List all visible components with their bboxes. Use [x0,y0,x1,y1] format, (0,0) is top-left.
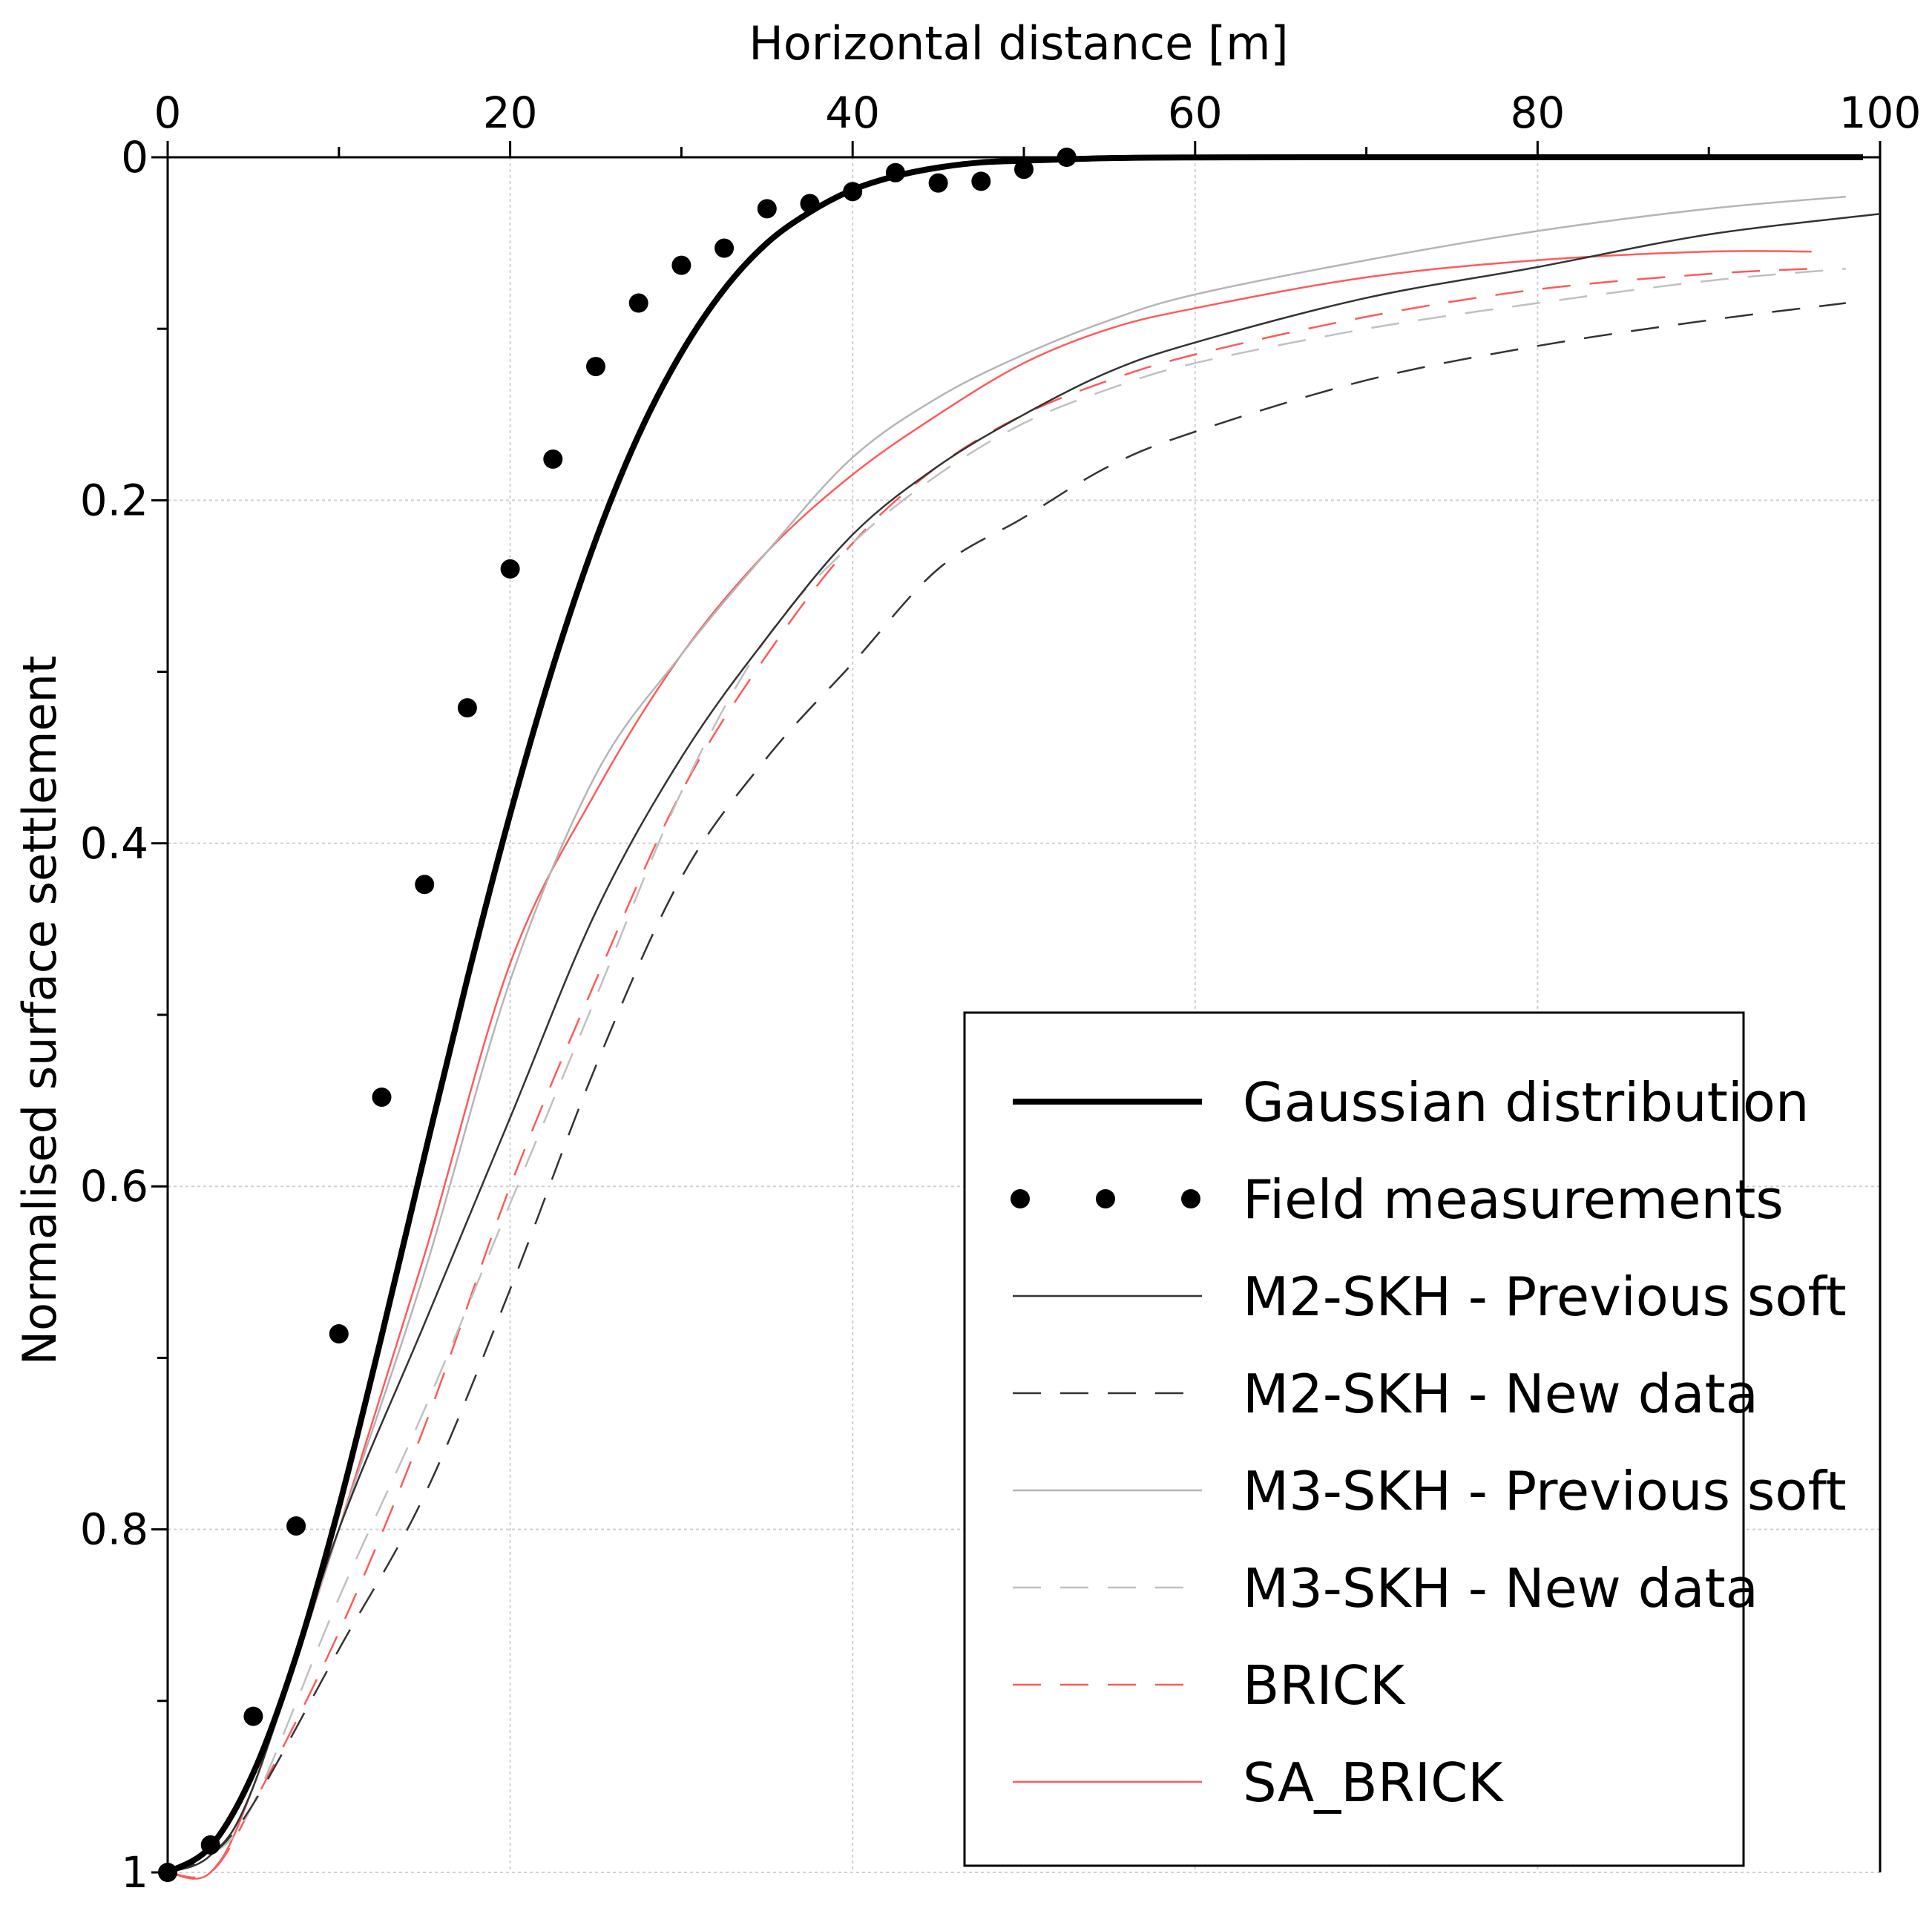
series-layer [158,148,1881,1882]
series-line-brick [167,268,1812,1879]
data-point [500,559,520,579]
legend-label: SA_BRICK [1243,1751,1504,1814]
data-point [714,238,735,258]
legend: Gaussian distribution Field measurements M… [963,1011,1847,1867]
legend-item-sa-brick: SA_BRICK [1013,1751,1504,1814]
x-tick-label: 20 [483,88,538,138]
series-field-measurements [158,148,1077,1882]
axes: 0 20 40 60 80 100 0 0.2 0.4 0.6 0.8 1 [80,88,1922,1898]
x-axis-title: Horizontal distance [m] [749,16,1288,70]
data-point [372,1087,392,1107]
series-line-gaussian-distribution [165,154,1863,1875]
legend-label: Field measurements [1243,1168,1784,1231]
legend-label: M2-SKH - Previous soft [1243,1266,1847,1328]
legend-item-m2-skh-previous-soft: M2-SKH - Previous soft [1013,1266,1847,1328]
y-tick-label: 0.6 [80,1161,148,1211]
legend-marker [1011,1189,1030,1208]
legend-item-field-measurements: Field measurements [1011,1168,1784,1231]
data-point [671,255,691,275]
legend-item-m3-skh-previous-soft: M3-SKH - Previous soft [1013,1460,1847,1522]
x-tick-label: 80 [1510,88,1565,138]
legend-label: M3-SKH - Previous soft [1243,1460,1847,1522]
x-tick-label: 0 [154,88,182,138]
data-point [885,162,905,182]
data-point [158,1863,177,1882]
series-line-m2-skh-previous-soft [167,213,1881,1874]
data-point [800,194,820,214]
x-tick-label: 40 [825,88,880,138]
data-point [415,875,435,895]
legend-box [963,1011,1745,1867]
series-line-m2-skh-new-data [167,302,1846,1874]
data-point [971,171,991,191]
legend-item-m3-skh-new-data: M3-SKH - New data [1013,1557,1758,1619]
data-point [1014,159,1034,180]
data-point [286,1516,306,1536]
legend-marker [1181,1189,1200,1208]
data-point [543,449,563,469]
y-tick-label: 0.8 [80,1504,148,1555]
x-tick-label: 100 [1839,88,1922,138]
legend-label: BRICK [1243,1654,1406,1717]
x-tick-label: 60 [1168,88,1223,138]
data-point [243,1706,263,1726]
data-point [586,357,605,377]
data-point [757,199,777,219]
data-point [1057,148,1077,167]
y-tick-label: 1 [121,1847,148,1898]
legend-item-m2-skh-new-data: M2-SKH - New data [1013,1363,1758,1425]
legend-label: M3-SKH - New data [1243,1557,1758,1619]
data-point [928,173,948,193]
data-point [457,698,477,718]
y-tick-label: 0 [121,132,148,182]
legend-item-gaussian-distribution: Gaussian distribution [1013,1071,1810,1134]
data-point [843,182,863,202]
y-tick-label: 0.4 [80,818,148,869]
y-axis-title: Normalised surface settlement [13,656,67,1366]
legend-marker [1096,1189,1115,1208]
legend-item-brick: BRICK [1013,1654,1406,1717]
data-point [329,1324,349,1344]
data-point [200,1835,220,1855]
legend-label: M2-SKH - New data [1243,1363,1758,1425]
data-point [628,293,648,313]
y-tick-label: 0.2 [80,475,148,525]
legend-label: Gaussian distribution [1243,1071,1810,1134]
